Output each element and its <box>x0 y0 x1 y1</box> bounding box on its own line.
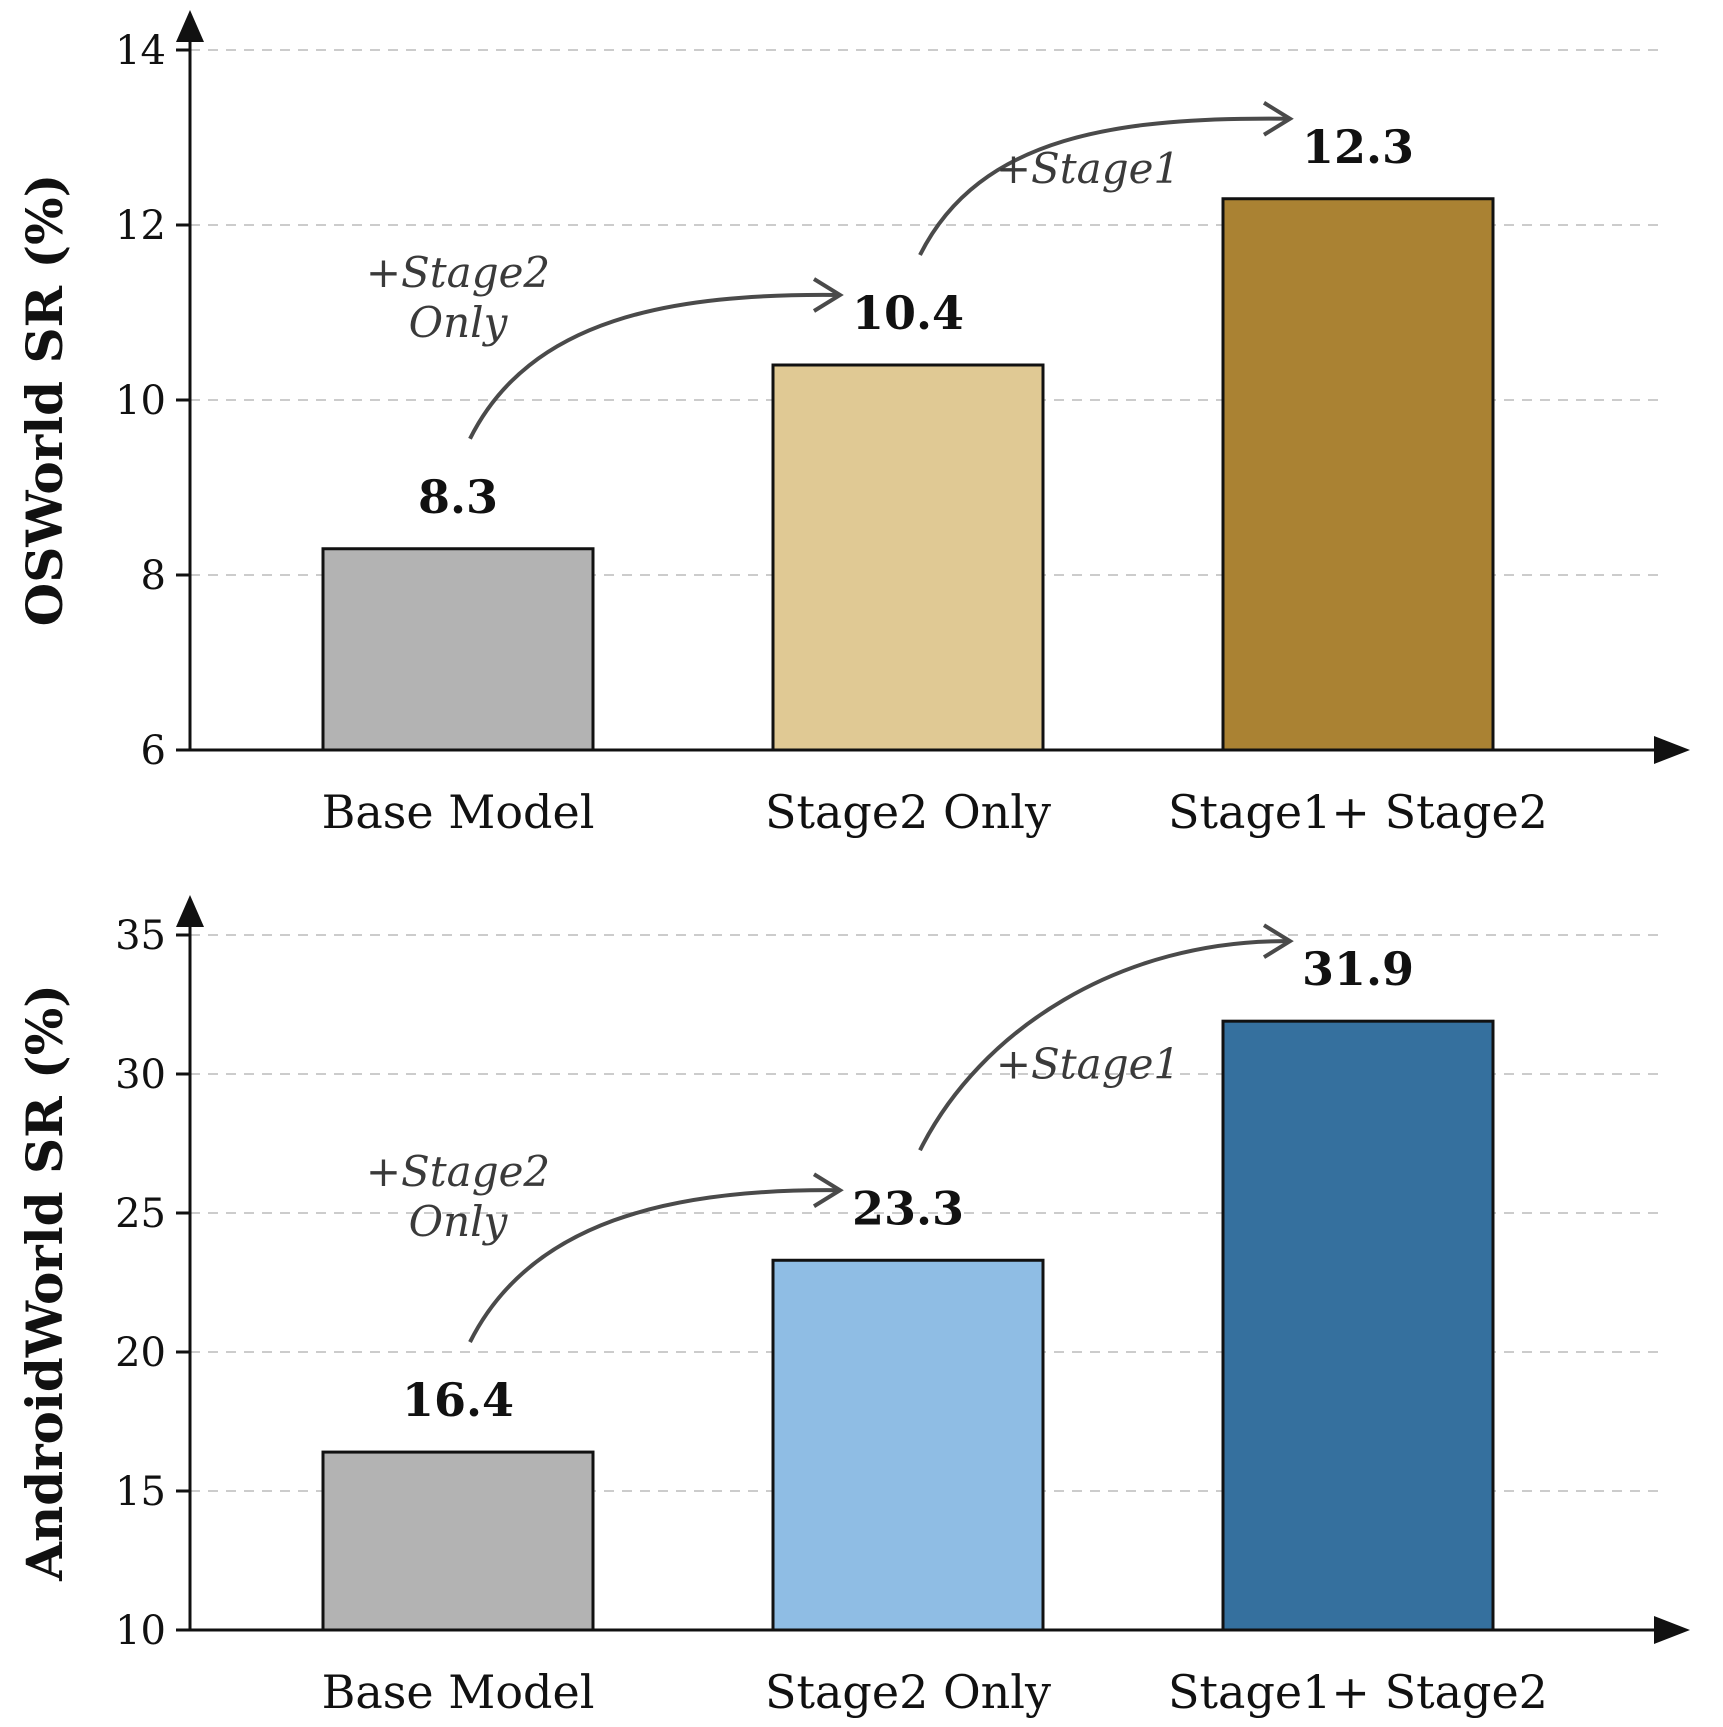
y-axis-label: AndroidWorld SR (%) <box>15 984 74 1582</box>
y-tick-label: 14 <box>115 28 166 74</box>
category-label: Stage1+ Stage2 <box>1168 785 1548 839</box>
data-label: 10.4 <box>852 286 964 340</box>
annotation-text: Only <box>409 1197 509 1246</box>
annotation-arrowhead <box>1262 101 1294 137</box>
annotation-arrow <box>468 1188 841 1343</box>
y-tick-label: 25 <box>115 1191 166 1237</box>
bar-2 <box>771 363 1045 752</box>
y-tick-label: 30 <box>115 1052 166 1098</box>
x-axis-arrowhead <box>1654 1616 1690 1644</box>
annotation-text: +Stage1 <box>996 144 1180 193</box>
annotation-arrowhead <box>812 277 844 313</box>
y-tick-label: 6 <box>141 728 166 774</box>
data-label: 23.3 <box>852 1181 964 1235</box>
y-tick-label: 12 <box>115 203 166 249</box>
annotation-text: +Stage2 <box>366 248 550 297</box>
y-tick-label: 15 <box>115 1469 166 1515</box>
bar-2 <box>771 1258 1045 1632</box>
bar-1 <box>321 1450 595 1632</box>
bar-3 <box>1221 197 1495 752</box>
category-label: Stage2 Only <box>765 785 1051 839</box>
data-label: 12.3 <box>1302 120 1414 174</box>
y-axis-arrowhead <box>176 895 204 927</box>
category-label: Stage2 Only <box>765 1665 1051 1719</box>
data-label: 8.3 <box>418 470 498 524</box>
data-label: 31.9 <box>1302 942 1414 996</box>
x-axis-arrowhead <box>1654 736 1690 764</box>
annotation-arrowhead <box>812 1172 844 1208</box>
annotation-text: Only <box>409 298 509 347</box>
category-label: Stage1+ Stage2 <box>1168 1665 1548 1719</box>
annotation-arrow <box>468 292 841 440</box>
y-tick-label: 35 <box>115 913 166 959</box>
annotation-arrow <box>918 116 1291 256</box>
chart-2: 10 15 20 25 30 35 16.4 Base Model 23.3 Stage2 Onl… <box>15 895 1690 1719</box>
y-tick-label: 10 <box>115 378 166 424</box>
category-label: Base Model <box>322 1665 595 1719</box>
annotation-text: +Stage2 <box>366 1147 550 1196</box>
annotation-arrow <box>918 939 1291 1152</box>
y-tick-label: 10 <box>115 1608 166 1654</box>
category-label: Base Model <box>322 785 595 839</box>
bar-3 <box>1221 1019 1495 1632</box>
y-axis-label: OSWorld SR (%) <box>15 174 74 627</box>
y-axis-arrowhead <box>176 10 204 42</box>
bar-1 <box>321 547 595 752</box>
y-tick-label: 20 <box>115 1330 166 1376</box>
annotation-arrowhead <box>1262 923 1294 959</box>
annotation-text: +Stage1 <box>996 1039 1180 1088</box>
y-tick-label: 8 <box>141 553 166 599</box>
data-label: 16.4 <box>402 1373 514 1427</box>
chart-1: 6 8 10 12 14 8.3 Base Model 10.4 Stage2 Only 12.3… <box>15 10 1690 839</box>
